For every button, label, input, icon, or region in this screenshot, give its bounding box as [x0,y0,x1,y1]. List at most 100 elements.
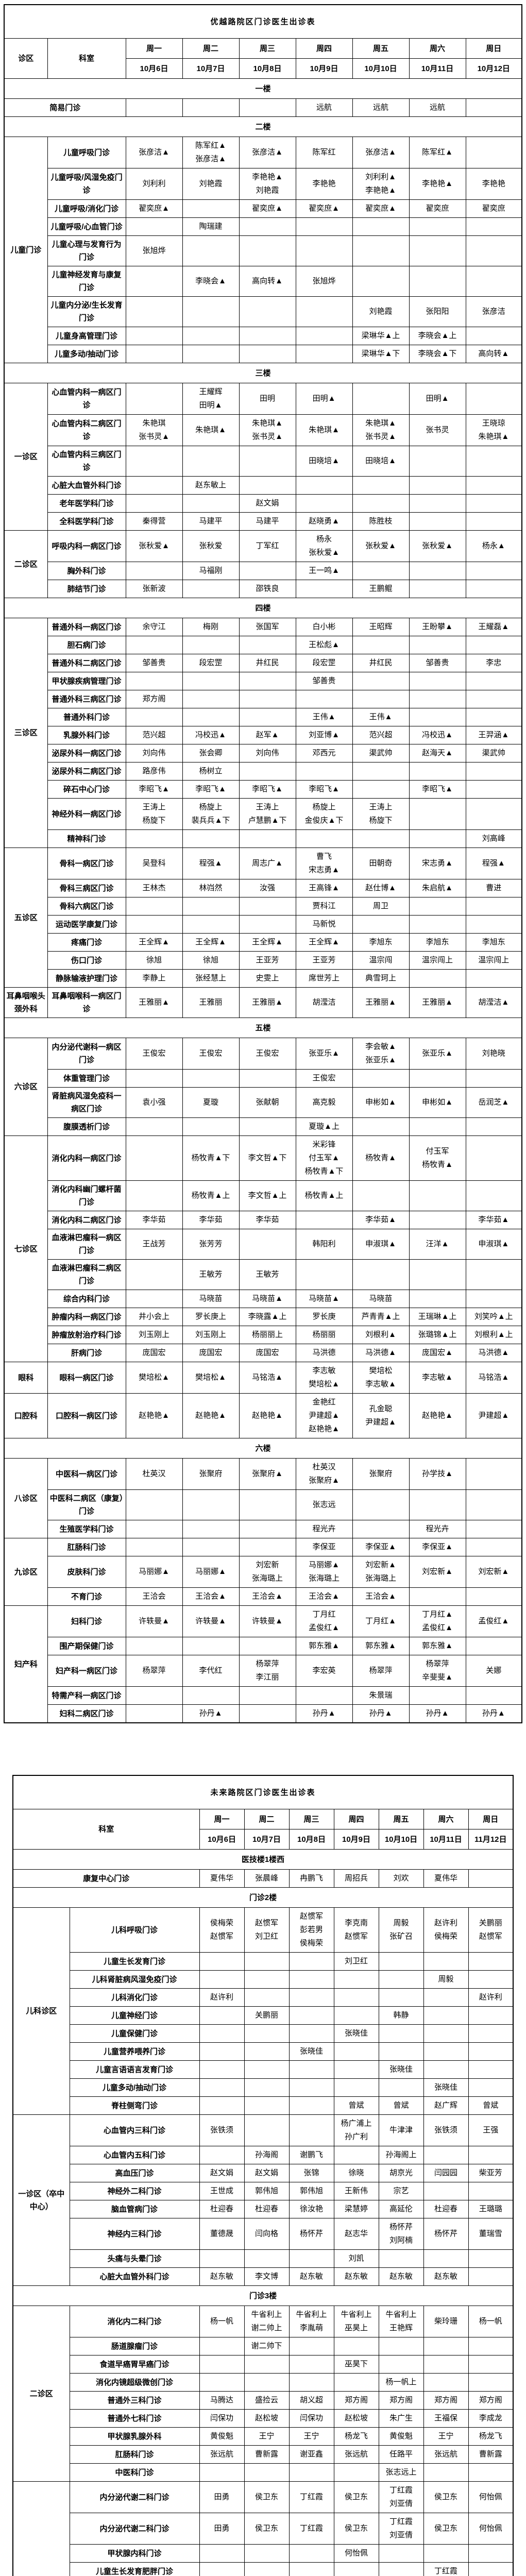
schedule-cell [409,217,466,236]
schedule-cell [352,562,410,580]
schedule-cell [378,2355,424,2374]
doctor-name: 王涛上 [369,803,393,811]
department-cell: 运动医学康复门诊 [47,915,126,934]
schedule-row: 泌尿外科二病区门诊 路彦伟 杨树立 [4,762,522,781]
region-cell: 口腔科 [4,1393,48,1438]
schedule-row: 眼科 眼科一病区门诊 樊培松▲ 樊培松▲ 马铭浩▲ 李志敏 樊培松▲ 樊培松 李志敏▲ 李志敏▲ 马… [4,1362,522,1394]
doctor-name: 闫向格 [254,2229,278,2238]
schedule-cell [199,2042,245,2061]
floor-band: 门诊2楼 [12,1887,514,1908]
schedule-cell: 王俊宏 [295,1069,353,1088]
doctor-name: 张秋爱 [199,541,223,550]
doctor-name: 芦青青▲上 [361,1312,400,1321]
schedule-row: 一诊区 心血管内科一病区门诊 王耀辉 田明▲ 田明 田明▲ 田明▲ [4,383,522,531]
schedule-cell [125,446,183,477]
doctor-name: 赵艳艳▲ [252,1411,283,1420]
doctor-name: 梁慧婷 [344,2205,368,2213]
schedule-cell [465,512,522,531]
doctor-name: 赵惯军 [299,1912,323,1921]
schedule-cell [465,1458,522,1490]
day-header: 周二 [182,38,240,59]
doctor-name: 王洽会▲ [365,1592,396,1601]
doctor-name: 张远航 [210,2450,233,2459]
region-cell: 八诊区 [4,1458,48,1538]
schedule-row: 妇科二病区门诊 孙丹▲ 孙丹▲ 孙丹▲ 孙丹▲ 孙丹▲ [4,1704,522,1723]
schedule-cell: 段宏罡 [182,654,240,672]
table-gap [0,1723,526,1775]
doctor-name: 庞国宏 [256,1348,279,1357]
day-header: 周五 [352,38,410,59]
schedule-cell: 席世芳上 [295,969,353,988]
schedule-cell: 周卫 [352,897,410,916]
schedule-cell [244,1970,290,1989]
schedule-cell [199,2024,245,2043]
schedule-cell [465,383,522,415]
schedule-cell [465,1587,522,1606]
doctor-name: 韩阳利 [312,1240,336,1248]
schedule-cell [239,1229,296,1260]
schedule-cell: 陶瑞建 [182,217,240,236]
department-cell: 静脉输液护理门诊 [47,969,126,988]
schedule-row: 全科医学科门诊 秦得营 马建平 马建平 赵晓勇▲ 陈胜枝 [4,512,522,531]
schedule-cell: 李艳艳▲ [409,168,466,200]
doctor-name: 马洪德 [312,1348,336,1357]
doctor-name: 张芳芳 [199,1240,223,1248]
doctor-name: 梅刚 [202,622,218,631]
schedule-cell: 柴玲珊 [423,2306,469,2337]
doctor-name: 白小彬 [312,622,336,631]
department-cell: 中医科二病区（康复）门诊 [47,1489,126,1520]
schedule-cell: 王全辉▲ [182,933,240,952]
schedule-cell [182,690,240,708]
doctor-name: 申彬如▲ [365,1098,396,1107]
doctor-name: 杨牧青▲ [365,1154,396,1162]
schedule-row: 生殖医学科门诊 程光卉 程光卉 [4,1520,522,1538]
doctor-name: 李保亚 [312,1543,336,1551]
doctor-name: 巫昊下 [344,2360,368,2368]
schedule-cell: 张献朝 [239,1087,296,1118]
doctor-name: 李旭东 [426,938,449,946]
schedule-cell: 张国军 [239,618,296,636]
schedule-row: 内分泌代谢二科门诊 田勇 侯卫东 丁红霞 侯卫东 丁红霞 刘亚倩 侯卫东 何怡佩 [13,2513,514,2545]
region-cell: 二诊区 [12,2306,70,2482]
doctor-name: 马晓苗▲ [309,1294,340,1303]
date-header: 10月8日 [289,1829,334,1850]
schedule-cell [409,1259,466,1290]
doctor-name: 马丽娜▲ [309,1561,340,1569]
region-cell: 五诊区 [4,848,48,988]
doctor-name: 辛斐斐▲ [422,1673,453,1682]
schedule-row: 心血管内科二病区门诊 朱艳琪 张书灵▲ 朱艳琪▲ 朱艳琪▲ 张书灵▲ 朱艳琪▲ 朱艳琪▲ 张书灵… [4,414,522,446]
doctor-name: 李艳艳 [312,179,336,188]
doctor-name: 邓西元 [312,749,336,757]
schedule-cell [239,636,296,654]
doctor-name: 牛省利上 [341,2310,372,2319]
schedule-cell: 杨牧青▲ [352,1136,410,1181]
doctor-name: 杨牧青▲上 [304,1191,344,1200]
doctor-name: 丁月红▲ [422,1610,453,1619]
schedule-cell: 李文哲▲下 [239,1136,296,1181]
schedule-cell: 梅刚 [182,618,240,636]
department-cell: 肺结节门诊 [47,580,126,598]
doctor-name: 王俊宏 [312,1074,336,1082]
doctor-name: 张秋爱▲ [309,548,340,557]
doctor-name: 孔金聪 [369,1404,393,1413]
doctor-name: 杨翠萍 [369,1666,393,1675]
doctor-name: 王鹏鲲 [369,584,393,593]
schedule-row: 神经外二科门诊 王世成 郭伟旭 郭伟旭 王新伟 宗艺 [13,2182,514,2200]
doctor-name: 丁军红 [256,541,279,550]
title-row: 未来路院区门诊医生出诊表 [12,1775,514,1809]
schedule-cell: 侯卫东 [333,2481,379,2513]
doctor-name: 张新波 [142,584,166,593]
doctor-name: 陈胜枝 [369,517,393,526]
floor-band-row: 一楼 [4,78,522,99]
schedule-cell: 侯卫东 [244,2513,290,2545]
department-cell: 体重管理门诊 [47,1069,126,1088]
date-header: 10月9日 [295,58,353,79]
schedule-cell: 程光卉 [295,1520,353,1538]
schedule-cell [465,446,522,477]
schedule-cell: 高向转▲ [465,345,522,363]
doctor-name: 杨永▲ [482,541,505,550]
schedule-cell: 庞国宏 [125,1344,183,1362]
floor-band-row: 四楼 [4,598,522,618]
schedule-cell: 李克南 赵惯军 [333,1907,379,1953]
region-cell: 三诊区 [12,2481,70,2576]
